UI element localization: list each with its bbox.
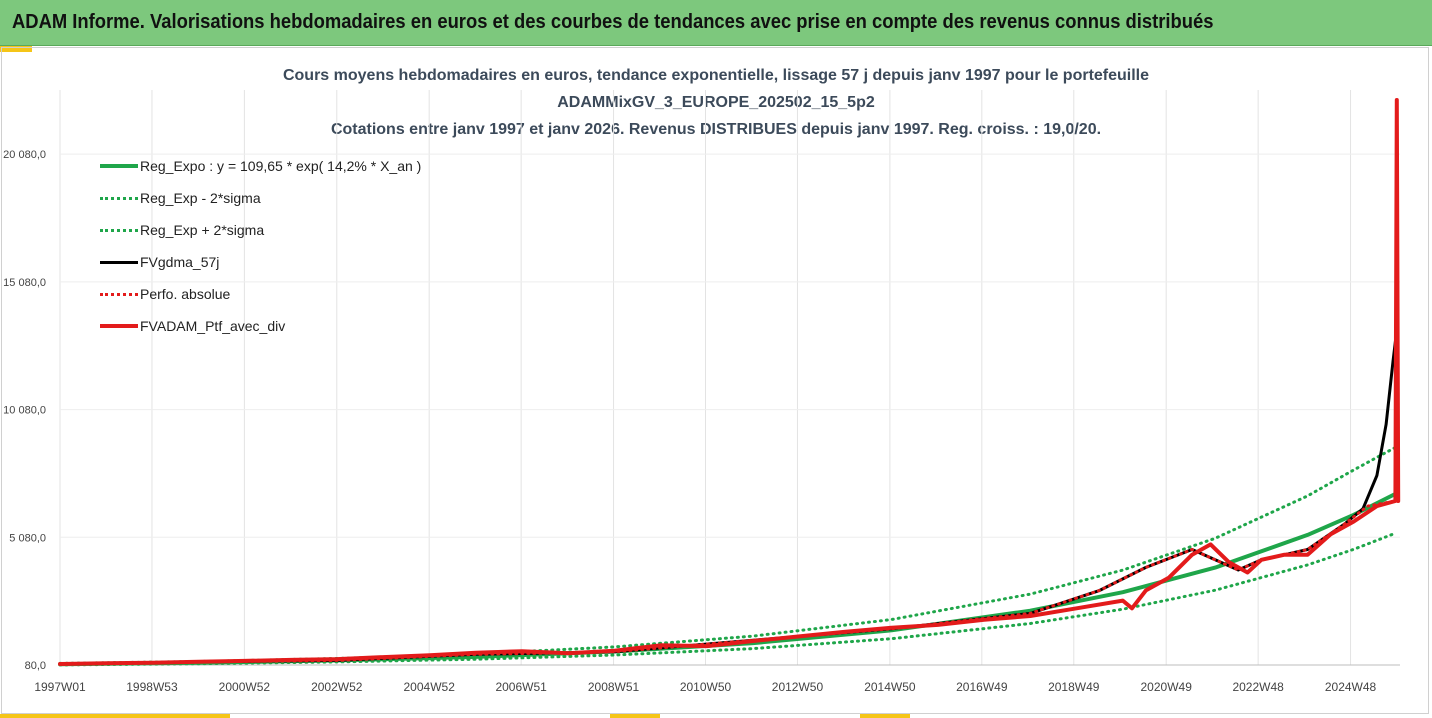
accent-bar-bottom [860,714,910,718]
legend-swatch [100,164,138,168]
series-line-4 [58,320,1400,666]
series-line-5 [58,499,1397,666]
series-line-3 [58,445,1397,665]
chart-legend: Reg_Expo : y = 109,65 * exp( 14,2% * X_a… [100,150,421,342]
legend-swatch [100,196,138,200]
y-tick-label: 20 080,0 [3,149,46,161]
x-tick-label: 1998W53 [126,680,178,694]
legend-label: Perfo. absolue [140,286,231,302]
x-tick-label: 2000W52 [219,680,271,694]
legend-item: Perfo. absolue [100,278,421,310]
x-tick-label: 1997W01 [34,680,86,694]
y-tick-label: 80,0 [25,660,46,672]
y-tick-label: 15 080,0 [3,277,46,289]
chart-frame [1,47,1429,714]
x-tick-label: 2024W48 [1325,680,1377,694]
legend-label: Reg_Exp + 2*sigma [140,222,265,238]
series-line-6 [58,98,1401,666]
x-tick-label: 2002W52 [311,680,363,694]
x-tick-label: 2016W49 [956,680,1008,694]
legend-label: FVgdma_57j [140,254,220,270]
y-tick-label: 5 080,0 [9,532,46,544]
legend-swatch [100,324,138,328]
accent-bar-bottom [0,714,230,718]
legend-swatch [100,228,138,232]
x-tick-label: 2022W48 [1232,680,1284,694]
accent-bar [0,46,32,52]
banner-title: ADAM Informe. Valorisations hebdomadaire… [12,11,1214,33]
x-tick-label: 2012W50 [772,680,824,694]
x-tick-label: 2008W51 [588,680,640,694]
header-banner: ADAM Informe. Valorisations hebdomadaire… [0,0,1432,46]
legend-label: Reg_Exp - 2*sigma [140,190,261,206]
x-tick-label: 2004W52 [404,680,456,694]
legend-item: FVADAM_Ptf_avec_div [100,310,421,342]
y-tick-label: 10 080,0 [3,405,46,417]
legend-label: Reg_Expo : y = 109,65 * exp( 14,2% * X_a… [140,158,422,174]
legend-item: Reg_Expo : y = 109,65 * exp( 14,2% * X_a… [100,150,421,182]
legend-item: Reg_Exp - 2*sigma [100,182,421,214]
chart-title-line-3: Cotations entre janv 1997 et janv 2026. … [330,121,1102,138]
legend-item: Reg_Exp + 2*sigma [100,214,421,246]
chart-title-line-1: Cours moyens hebdomadaires en euros, ten… [282,67,1150,84]
x-tick-label: 2014W50 [864,680,916,694]
x-tick-label: 2006W51 [495,680,547,694]
x-tick-label: 2020W49 [1141,680,1193,694]
legend-item: FVgdma_57j [100,246,421,278]
legend-swatch [100,260,138,264]
chart-title-line-2: ADAMMixGV_3_EUROPE_202502_15_5p2 [557,94,875,111]
accent-bar-bottom [610,714,660,718]
x-tick-label: 2018W49 [1048,680,1100,694]
legend-swatch [100,292,138,296]
legend-label: FVADAM_Ptf_avec_div [140,318,286,334]
x-tick-label: 2010W50 [680,680,732,694]
